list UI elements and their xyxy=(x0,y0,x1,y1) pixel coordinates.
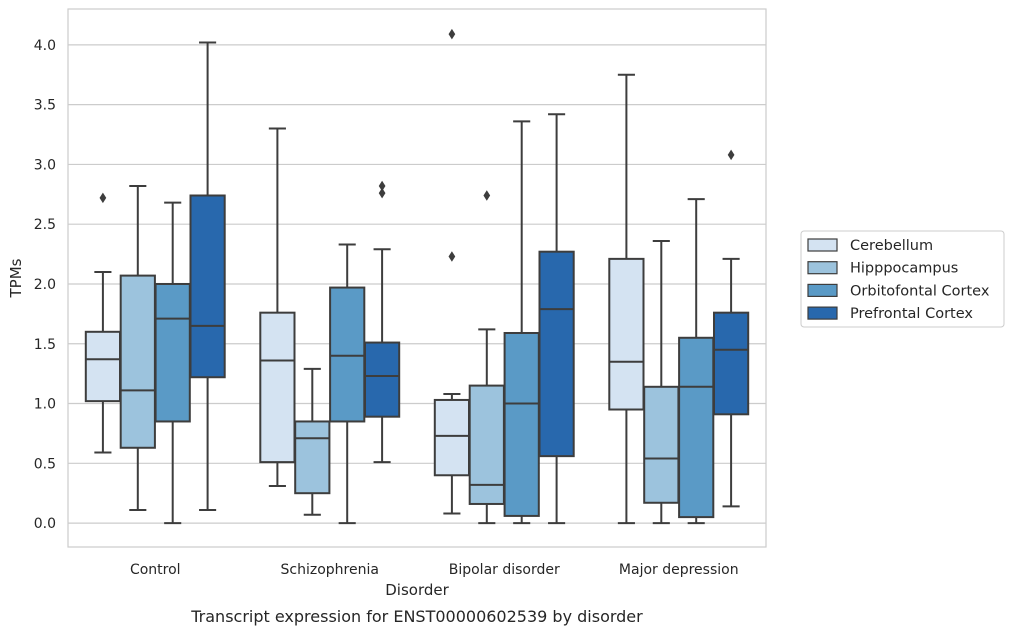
iqr-box xyxy=(295,421,329,493)
box-orbitofontal-cortex xyxy=(330,245,364,524)
iqr-box xyxy=(505,333,539,516)
y-tick-label: 4.0 xyxy=(34,38,56,54)
y-tick-label: 0.5 xyxy=(34,456,56,472)
legend-label: Orbitofontal Cortex xyxy=(850,283,990,299)
legend-swatch xyxy=(808,307,837,319)
outlier-point xyxy=(728,150,735,161)
x-tick-label: Schizophrenia xyxy=(281,562,379,578)
y-tick-label: 3.0 xyxy=(34,157,56,173)
box-orbitofontal-cortex xyxy=(156,203,190,523)
legend-swatch xyxy=(808,239,837,251)
legend-label: Hipppocampus xyxy=(850,261,958,277)
chart-container: 0.0 0.5 1.0 1.5 2.0 2.5 3.0 3.5 4.0 Control Schiz… xyxy=(0,0,1014,634)
outlier-point xyxy=(379,181,386,192)
x-tick-labels: Control Schizophrenia Bipolar disorder Majo… xyxy=(130,562,739,578)
legend-swatch xyxy=(808,262,837,274)
iqr-box xyxy=(539,252,573,456)
iqr-box xyxy=(644,387,678,503)
legend-label: Prefrontal Cortex xyxy=(850,306,973,322)
box-hipppocampus xyxy=(470,190,504,523)
boxes-layer xyxy=(86,29,748,523)
y-tick-labels: 0.0 0.5 1.0 1.5 2.0 2.5 3.0 3.5 4.0 xyxy=(34,38,56,532)
box-hipppocampus xyxy=(644,241,678,523)
box-cerebellum xyxy=(260,129,294,486)
iqr-box xyxy=(86,332,120,401)
box-plot-chart: 0.0 0.5 1.0 1.5 2.0 2.5 3.0 3.5 4.0 Control Schiz… xyxy=(0,0,1014,634)
box-hipppocampus xyxy=(121,186,155,510)
x-tick-label: Control xyxy=(130,562,181,578)
box-cerebellum xyxy=(86,193,120,453)
outlier-point xyxy=(483,190,490,201)
legend: Cerebellum Hipppocampus Orbitofontal Corte… xyxy=(801,231,1004,327)
y-tick-label: 1.0 xyxy=(34,397,56,413)
y-tick-label: 3.5 xyxy=(34,98,56,114)
box-orbitofontal-cortex xyxy=(505,121,539,523)
iqr-box xyxy=(365,343,399,417)
y-tick-label: 2.5 xyxy=(34,217,56,233)
box-prefrontal-cortex xyxy=(190,42,224,509)
x-tick-label: Bipolar disorder xyxy=(449,562,560,578)
box-prefrontal-cortex xyxy=(539,114,573,523)
iqr-box xyxy=(714,313,748,415)
box-cerebellum xyxy=(435,29,469,514)
legend-swatch xyxy=(808,284,837,296)
iqr-box xyxy=(679,338,713,517)
x-tick-label: Major depression xyxy=(619,562,739,578)
x-axis-label: Disorder xyxy=(385,581,449,599)
y-tick-label: 1.5 xyxy=(34,337,56,353)
iqr-box xyxy=(190,196,224,378)
iqr-box xyxy=(435,400,469,475)
outlier-point xyxy=(449,29,456,40)
iqr-box xyxy=(470,386,504,504)
iqr-box xyxy=(609,259,643,410)
box-prefrontal-cortex xyxy=(365,181,399,462)
outlier-point xyxy=(100,193,107,204)
box-hipppocampus xyxy=(295,369,329,515)
iqr-box xyxy=(121,276,155,448)
y-tick-label: 2.0 xyxy=(34,277,56,293)
iqr-box xyxy=(330,288,364,422)
chart-caption: Transcript expression for ENST0000060253… xyxy=(190,607,643,626)
y-axis-label: TPMs xyxy=(7,258,25,298)
iqr-box xyxy=(156,284,190,421)
box-cerebellum xyxy=(609,75,643,523)
legend-label: Cerebellum xyxy=(850,238,933,254)
iqr-box xyxy=(260,313,294,462)
outlier-point xyxy=(449,251,456,262)
box-prefrontal-cortex xyxy=(714,150,748,507)
box-orbitofontal-cortex xyxy=(679,199,713,523)
y-tick-label: 0.0 xyxy=(34,516,56,532)
